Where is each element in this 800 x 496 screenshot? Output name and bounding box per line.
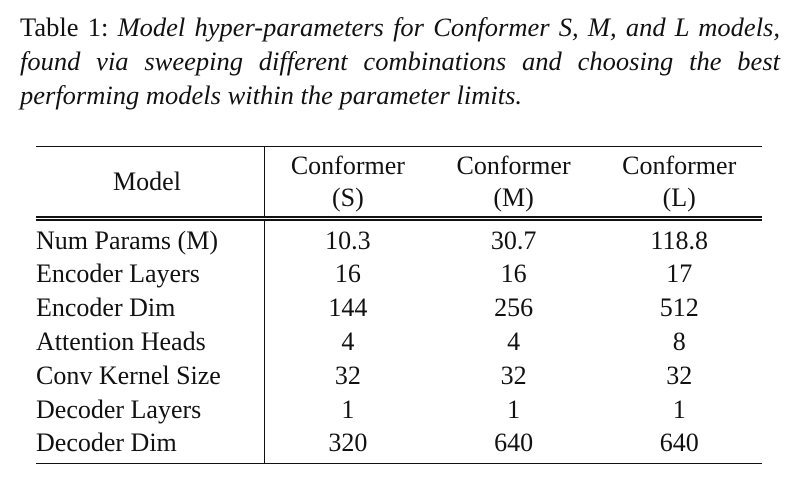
table-row: Decoder Layers 1 1 1 — [36, 393, 762, 427]
table-cell: 16 — [500, 259, 527, 288]
table-cell: 118.8 — [650, 226, 708, 255]
table-cell: 8 — [672, 327, 686, 356]
header-cell: Conformer (S) — [265, 147, 431, 219]
header-line: Conformer — [290, 150, 405, 180]
row-label: Encoder Dim — [36, 291, 265, 325]
table-cell: 640 — [659, 428, 699, 457]
caption-text: Model hyper-parameters for Conformer S, … — [20, 12, 780, 110]
header-cell: Conformer (L) — [596, 147, 762, 219]
table-cell: 640 — [494, 428, 534, 457]
table-row: Decoder Dim 320 640 640 — [36, 427, 762, 464]
table-row: Conv Kernel Size 32 32 32 — [36, 359, 762, 393]
row-label: Conv Kernel Size — [36, 359, 265, 393]
row-label: Encoder Layers — [36, 257, 265, 291]
header-cell: Model — [36, 146, 265, 219]
table-row: Encoder Layers 16 16 17 — [36, 257, 762, 291]
header-line: Model — [113, 166, 181, 196]
table-row: Num Params (M) 10.3 30.7 118.8 — [36, 218, 762, 257]
table-cell: 32 — [334, 361, 361, 390]
table-cell: 4 — [507, 327, 521, 356]
table-cell: 256 — [494, 293, 534, 322]
table-cell: 1 — [341, 395, 355, 424]
table-row: Encoder Dim 144 256 512 — [36, 291, 762, 325]
header-line: (S) — [331, 182, 364, 212]
caption-label: Table 1: — [20, 12, 109, 42]
table-cell: 1 — [672, 395, 686, 424]
table-cell: 30.7 — [490, 226, 537, 255]
table-cell: 144 — [328, 293, 368, 322]
header-line: (L) — [662, 182, 696, 212]
table-row: Attention Heads 4 4 8 — [36, 325, 762, 359]
row-label: Decoder Dim — [36, 427, 265, 464]
row-label: Num Params (M) — [36, 218, 265, 257]
row-label: Attention Heads — [36, 325, 265, 359]
header-row: Model Conformer (S) Conformer (M) Conformer (L… — [36, 146, 762, 219]
row-label: Decoder Layers — [36, 393, 265, 427]
table-cell: 32 — [500, 361, 527, 390]
header-line: Conformer — [456, 150, 571, 180]
table-header: Model Conformer (S) Conformer (M) Conformer (L… — [36, 146, 762, 219]
table-cell: 10.3 — [325, 226, 371, 255]
table-caption: Table 1: Model hyper-parameters for Conf… — [20, 10, 780, 112]
table-cell: 320 — [328, 428, 368, 457]
table-cell: 4 — [341, 327, 355, 356]
table-cell: 17 — [666, 259, 693, 288]
table-cell: 16 — [334, 259, 361, 288]
table-cell: 32 — [666, 361, 693, 390]
table-cell: 1 — [507, 395, 521, 424]
header-line: Conformer — [622, 150, 737, 180]
header-line: (M) — [493, 182, 534, 212]
hyperparameter-table: Model Conformer (S) Conformer (M) Conformer (L… — [36, 146, 762, 464]
header-cell: Conformer (M) — [431, 147, 597, 219]
table-cell: 512 — [659, 293, 699, 322]
table-body: Num Params (M) 10.3 30.7 118.8 Encoder Layer… — [36, 218, 762, 464]
